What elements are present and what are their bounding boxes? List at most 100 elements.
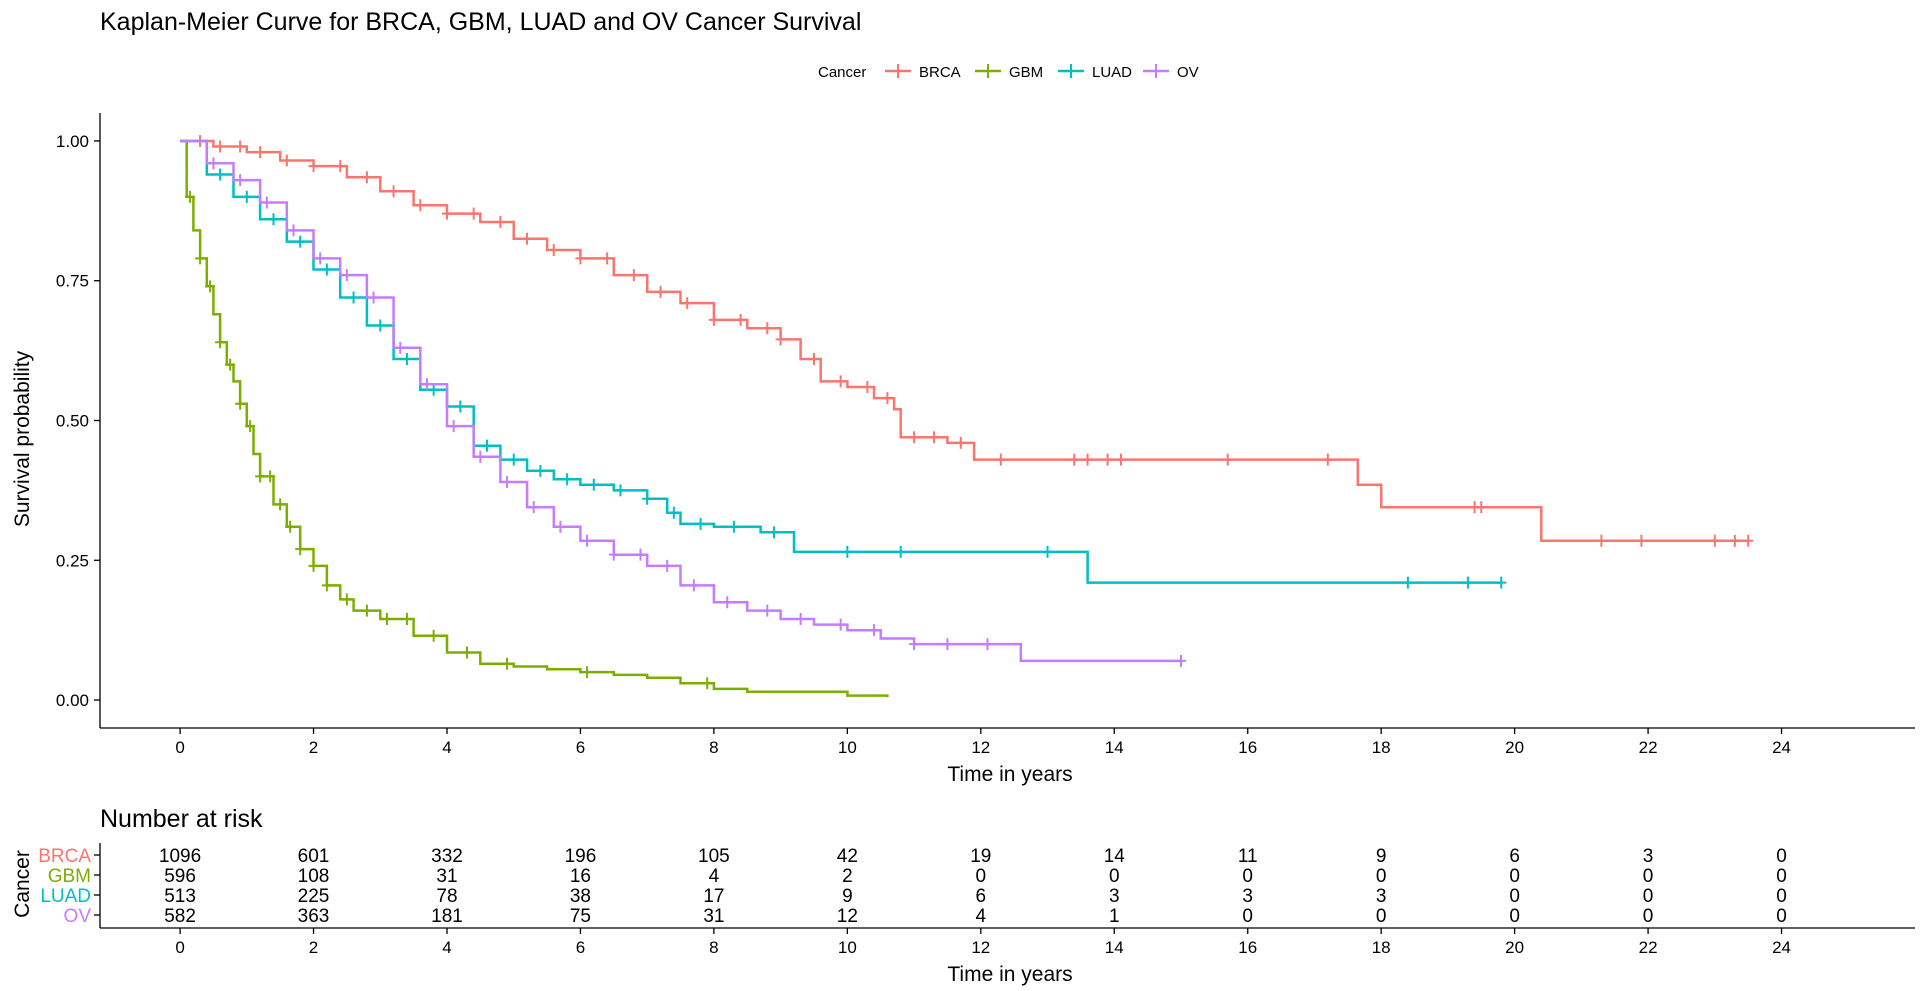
censor-mark bbox=[582, 534, 593, 547]
censor-mark bbox=[495, 216, 506, 229]
risk-cell: 2 bbox=[842, 866, 853, 887]
censor-mark bbox=[702, 677, 713, 690]
risk-table-x-axis-label: Time in years bbox=[947, 963, 1072, 986]
legend-items: BRCA GBM LUAD OV bbox=[885, 64, 1199, 81]
x-tick-label: 18 bbox=[1372, 738, 1391, 757]
censor-mark bbox=[642, 492, 653, 505]
censor-mark bbox=[288, 224, 299, 237]
x-tick-label: 24 bbox=[1772, 738, 1791, 757]
risk-cell: 6 bbox=[976, 886, 987, 907]
risk-cell: 11 bbox=[1238, 846, 1258, 867]
risk-cell: 0 bbox=[1776, 846, 1787, 867]
risk-cell: 0 bbox=[1376, 866, 1387, 887]
risk-cell: 1096 bbox=[159, 846, 201, 867]
censor-mark bbox=[401, 353, 412, 365]
censor-mark bbox=[808, 353, 819, 365]
risk-cell: 31 bbox=[436, 866, 457, 887]
risk-cell: 3 bbox=[1643, 846, 1654, 867]
legend-item-gbm: GBM bbox=[975, 64, 1043, 81]
censor-mark bbox=[275, 498, 286, 511]
censor-mark bbox=[448, 420, 459, 433]
censor-mark bbox=[502, 476, 513, 488]
censor-mark bbox=[995, 453, 1006, 466]
risk-cell: 0 bbox=[1643, 906, 1654, 927]
censor-mark bbox=[401, 612, 412, 625]
censor-mark bbox=[255, 146, 266, 159]
censor-mark bbox=[215, 168, 226, 181]
censor-mark bbox=[535, 464, 546, 477]
x-tick-label: 16 bbox=[1238, 738, 1257, 757]
risk-cell: 332 bbox=[431, 846, 463, 867]
censor-mark bbox=[869, 624, 880, 637]
legend: Cancer BRCA GBM LUAD OV bbox=[818, 64, 1199, 81]
legend-label: GBM bbox=[1009, 64, 1043, 81]
censor-mark bbox=[1402, 576, 1413, 589]
risk-x-tick-label: 18 bbox=[1372, 938, 1391, 957]
risk-cell: 38 bbox=[570, 886, 591, 907]
risk-x-tick-label: 8 bbox=[709, 938, 718, 957]
risk-cell: 3 bbox=[1109, 886, 1120, 907]
censor-mark bbox=[475, 450, 486, 463]
risk-cell: 0 bbox=[1509, 886, 1520, 907]
survival-curve-ov bbox=[180, 139, 1181, 663]
censor-mark bbox=[682, 297, 693, 310]
risk-row-label-brca: BRCA bbox=[38, 846, 91, 867]
risk-x-tick-label: 0 bbox=[175, 938, 184, 957]
risk-cell: 78 bbox=[436, 886, 457, 907]
risk-cell: 513 bbox=[164, 886, 196, 907]
censor-mark bbox=[415, 199, 426, 212]
censor-mark bbox=[628, 269, 639, 282]
risk-cell: 0 bbox=[1643, 886, 1654, 907]
censor-mark bbox=[468, 207, 479, 220]
censor-mark bbox=[502, 657, 513, 670]
x-axis-label: Time in years bbox=[947, 763, 1072, 786]
censor-mark bbox=[722, 596, 733, 609]
censor-mark bbox=[835, 375, 846, 388]
legend-item-luad: LUAD bbox=[1058, 64, 1132, 81]
risk-cell: 14 bbox=[1104, 846, 1126, 867]
risk-row-label-luad: LUAD bbox=[40, 886, 91, 907]
risk-cell: 3 bbox=[1376, 886, 1387, 907]
censor-mark bbox=[909, 638, 920, 651]
censor-mark bbox=[615, 484, 626, 497]
censor-mark bbox=[225, 358, 236, 371]
censor-mark bbox=[455, 400, 466, 413]
risk-cell: 196 bbox=[565, 846, 597, 867]
censor-mark bbox=[185, 190, 196, 203]
risk-cell: 0 bbox=[1509, 866, 1520, 887]
risk-cell: 75 bbox=[570, 906, 591, 927]
risk-cell: 601 bbox=[298, 846, 330, 867]
censor-mark bbox=[428, 383, 439, 396]
risk-cell: 0 bbox=[1242, 906, 1253, 927]
risk-cell: 9 bbox=[1376, 846, 1387, 867]
x-tick-label: 0 bbox=[175, 738, 184, 757]
censor-mark bbox=[1636, 534, 1647, 547]
censor-mark bbox=[235, 140, 246, 153]
censor-mark bbox=[245, 420, 256, 433]
y-tick-label: 0.50 bbox=[56, 412, 89, 431]
censor-mark bbox=[421, 378, 432, 391]
km-plot: 0.000.250.500.751.000 2 4 6 8 10 12 14 16 18 20 22 2… bbox=[11, 113, 1915, 786]
x-tick-label: 10 bbox=[838, 738, 857, 757]
censor-mark bbox=[215, 336, 226, 349]
censor-mark bbox=[281, 154, 292, 167]
censor-mark bbox=[942, 638, 953, 651]
censor-mark bbox=[361, 171, 372, 184]
risk-table-title: Number at risk bbox=[100, 805, 263, 833]
series-ov bbox=[180, 139, 1186, 667]
censor-mark bbox=[208, 157, 219, 170]
series-luad bbox=[180, 139, 1507, 589]
censor-mark bbox=[508, 453, 519, 466]
risk-cell: 4 bbox=[976, 906, 987, 927]
risk-cell: 12 bbox=[837, 906, 858, 927]
risk-cell: 181 bbox=[431, 906, 463, 927]
risk-cell: 0 bbox=[1509, 906, 1520, 927]
censor-mark bbox=[375, 319, 386, 332]
censor-mark bbox=[261, 196, 272, 209]
censor-mark bbox=[482, 439, 493, 452]
censor-mark bbox=[768, 526, 779, 539]
